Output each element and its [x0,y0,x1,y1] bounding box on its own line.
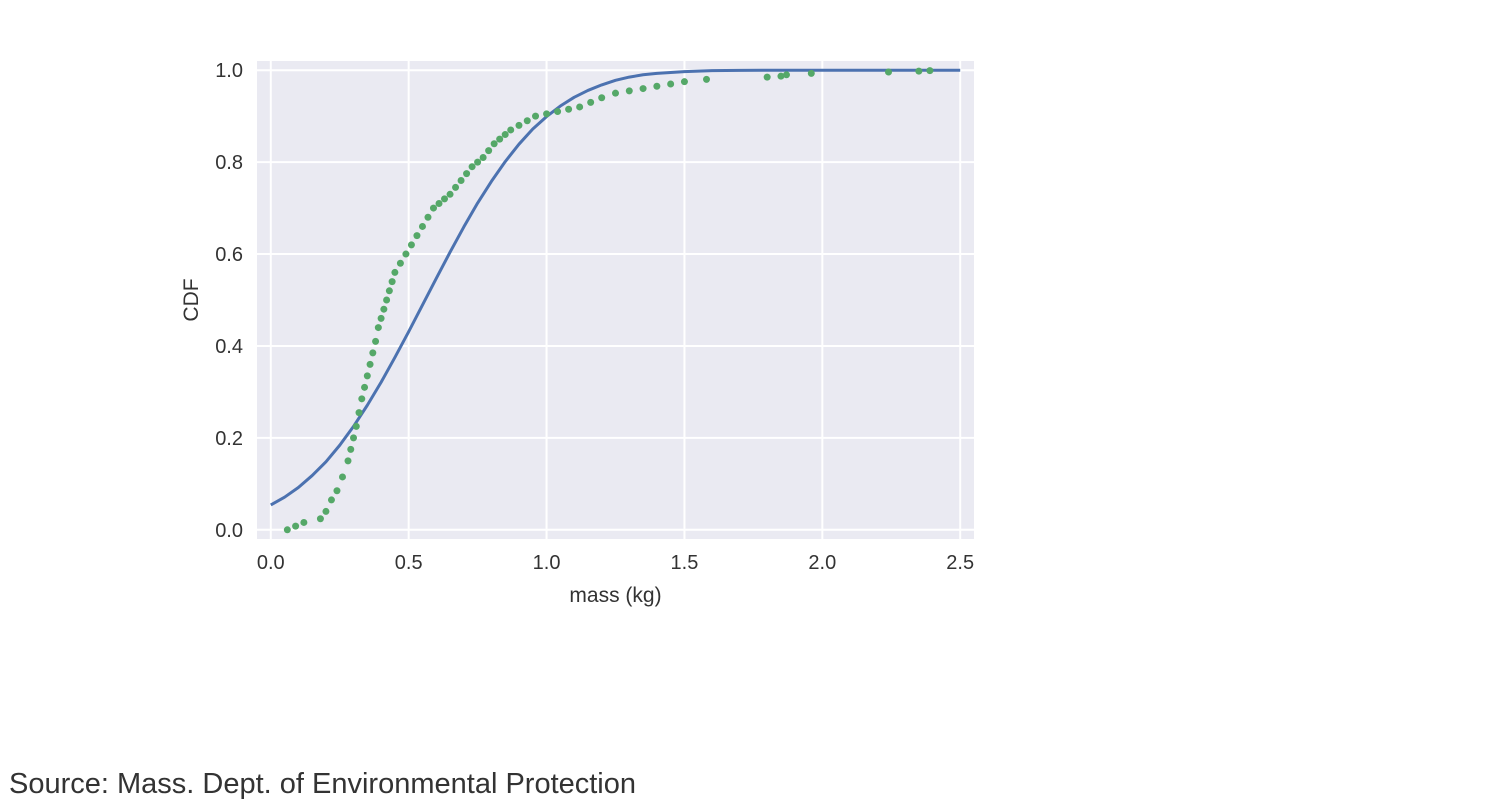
data-cdf-point [352,422,360,430]
data-cdf-point [413,232,421,240]
data-cdf-point [490,140,498,148]
data-cdf-point [885,68,893,76]
data-cdf-point [457,177,465,184]
data-cdf-point [374,324,382,332]
source-caption: Source: Mass. Dept. of Environmental Pro… [9,768,637,800]
data-cdf-point [515,121,523,129]
data-cdf-point [283,526,291,534]
x-axis-label: mass (kg) [569,584,661,607]
data-cdf-point [639,85,647,93]
data-cdf-point [361,383,369,391]
data-cdf-point [523,117,531,125]
x-tick-label: 1.5 [671,552,699,574]
data-cdf-point [782,71,790,79]
y-tick-label: 0.0 [215,520,243,542]
data-cdf-point [554,108,562,116]
y-tick-label: 0.2 [215,428,243,450]
data-cdf-point [926,67,934,75]
data-cdf-point [576,103,584,111]
data-cdf-point [327,496,335,504]
data-cdf-point [407,241,415,249]
data-cdf-point [429,204,437,212]
data-cdf-point [441,195,449,203]
data-cdf-point [807,69,815,77]
plot-background [257,61,974,539]
data-cdf-point [543,110,551,118]
data-cdf-point [485,147,493,155]
data-cdf-point [385,287,393,295]
data-cdf-point [363,372,371,380]
data-cdf-point [316,515,324,523]
data-cdf-point [598,94,606,102]
data-cdf-point [418,222,426,230]
data-cdf-point [396,259,404,267]
data-cdf-point [300,518,308,526]
data-cdf-point [777,72,785,80]
data-cdf-point [344,457,352,465]
data-cdf-point [507,126,515,134]
data-cdf-point [496,135,504,143]
data-cdf-point [532,112,540,120]
data-cdf-point [380,305,388,313]
data-cdf-point [338,473,346,481]
y-tick-label: 0.6 [215,244,243,266]
model-cdf-line [270,68,961,507]
data-cdf-point [388,278,396,286]
y-tick-labels: 0.0 0.2 0.4 0.6 0.8 1.0 [215,60,243,542]
data-cdf-point [435,199,443,207]
data-cdf-point [463,170,471,178]
x-tick-label: 2.0 [808,552,836,574]
data-cdf-point [377,314,385,322]
data-cdf-point [350,434,358,442]
data-cdf-point [333,487,341,495]
data-cdf-point [322,507,330,515]
data-cdf-point [680,78,688,86]
data-cdf-point [763,73,771,81]
data-cdf-point [915,67,923,75]
grid-lines [257,61,974,539]
data-cdf-point [391,268,399,276]
data-cdf-point [452,183,460,191]
data-cdf-point [369,349,377,357]
data-cdf-point [703,75,710,83]
data-cdf-point [372,337,380,345]
data-cdf-point [468,163,476,171]
x-tick-labels: 0.0 0.5 1.0 1.5 2.0 2.5 [257,552,974,574]
x-tick-label: 1.0 [533,552,561,574]
data-cdf-point [366,360,374,368]
data-cdf-point [424,213,432,221]
data-cdf-point [474,158,482,166]
data-cdf-point [347,445,355,453]
data-cdf-point [358,395,366,403]
data-cdf-point [383,296,391,304]
x-tick-label: 0.5 [395,552,423,574]
data-cdf-point [667,80,675,88]
data-cdf-point [587,98,595,106]
data-cdf-point [653,82,661,90]
data-cdf-point [625,87,633,95]
data-cdf-point [292,522,300,530]
y-tick-label: 0.8 [215,152,243,174]
series-layer [270,67,961,534]
data-cdf-point [501,131,509,139]
x-tick-label: 2.5 [946,552,974,574]
y-axis-label: CDF [180,278,203,321]
data-cdf-point [479,154,487,162]
y-tick-label: 1.0 [215,60,243,82]
data-cdf-point [446,190,454,198]
x-tick-label: 0.0 [257,552,285,574]
data-cdf-point [355,409,363,417]
data-cdf-point [612,89,619,97]
y-tick-label: 0.4 [215,336,243,358]
data-cdf-point [402,250,410,258]
data-cdf-point [565,105,573,113]
